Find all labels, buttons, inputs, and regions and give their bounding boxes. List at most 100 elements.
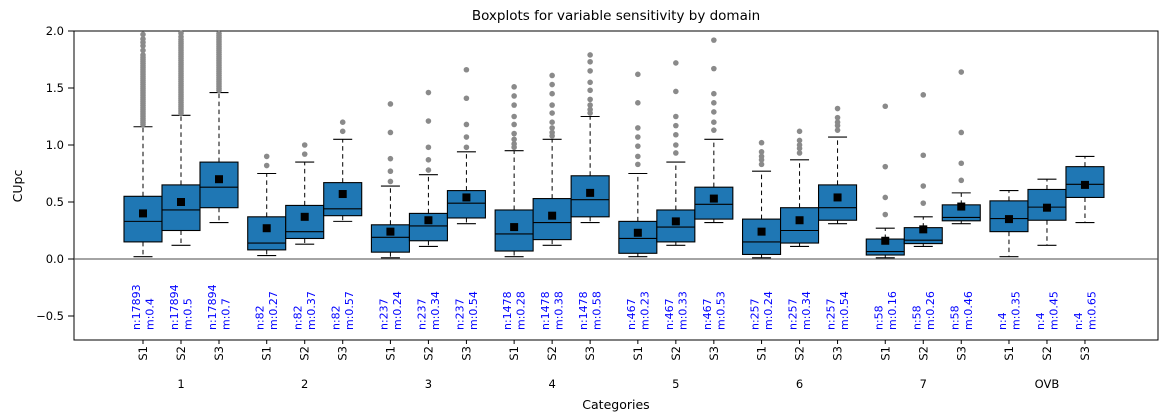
annotation-m: m:0.24	[391, 291, 404, 330]
xtick-label: S3	[583, 346, 597, 361]
outlier-dot	[549, 72, 555, 79]
xtick-label: S2	[669, 346, 683, 361]
annotation-m: m:0.28	[515, 291, 528, 330]
outlier-dot	[587, 52, 593, 58]
xtick-label: S2	[421, 346, 435, 361]
outlier-dot	[587, 79, 593, 86]
outlier-dot	[463, 66, 470, 73]
annotation-m: m:0.4	[144, 298, 157, 330]
outlier-dot	[587, 87, 593, 94]
annotation-n: n:58	[910, 305, 923, 330]
xtick-label: S3	[336, 346, 350, 361]
outlier-dot	[796, 150, 803, 156]
box-7-S1: S1 n:58 m:0.16	[865, 103, 905, 361]
box-2-S2: S2 n:82 m:0.37	[285, 142, 325, 361]
mean-marker	[957, 202, 966, 211]
annotation-n: n:467	[701, 298, 714, 330]
outlier-dot	[511, 121, 517, 128]
annotation-n: n:257	[787, 298, 800, 330]
group-label: OVB	[1035, 377, 1060, 391]
outlier-dot	[549, 81, 555, 88]
annotation-m: m:0.5	[182, 298, 195, 330]
outlier-dot	[549, 90, 555, 97]
outlier-dot	[635, 100, 641, 106]
mean-marker	[338, 190, 347, 199]
box-2-S1: S1 n:82 m:0.27	[247, 153, 287, 361]
outlier-dot	[387, 168, 394, 175]
annotation-n: n:82	[254, 305, 267, 330]
outlier-dot	[673, 122, 679, 129]
ytick-label: 1.0	[46, 138, 64, 152]
outlier-dot	[587, 106, 593, 113]
outlier-dot	[673, 142, 679, 148]
annotation-n: n:1478	[539, 291, 552, 330]
xtick-label: S3	[831, 346, 845, 361]
outlier-dot	[587, 68, 593, 74]
annotation-n: n:82	[292, 305, 305, 330]
outlier-dot	[549, 129, 555, 136]
annotation-m: m:0.24	[762, 291, 775, 330]
outlier-dot	[140, 47, 146, 54]
ytick-label: 1.5	[46, 81, 64, 95]
group-label: 6	[796, 377, 803, 391]
mean-marker	[139, 209, 147, 218]
mean-marker	[833, 193, 842, 202]
outlier-dot	[463, 121, 470, 128]
outlier-dot	[425, 118, 432, 124]
xtick-label: S1	[1002, 346, 1016, 361]
mean-marker	[548, 211, 557, 220]
outlier-dot	[511, 141, 517, 147]
outlier-dot	[463, 144, 470, 151]
mean-marker	[881, 236, 890, 245]
xtick-label: S3	[459, 346, 473, 361]
outlier-dot	[673, 150, 679, 156]
annotation-m: m:0.54	[838, 291, 851, 330]
outlier-dot	[511, 113, 517, 120]
outlier-dot	[673, 113, 679, 120]
annotation-m: m:0.35	[1009, 291, 1022, 330]
outlier-dot	[587, 102, 593, 108]
mean-marker	[462, 193, 471, 202]
outlier-dot	[425, 144, 432, 151]
annotation-m: m:0.34	[429, 291, 442, 330]
outlier-dot	[673, 88, 679, 95]
box-3-S3: S3 n:237 m:0.54	[446, 66, 486, 361]
outlier-dot	[587, 96, 593, 103]
outlier-dot	[834, 114, 841, 121]
mean-marker	[215, 175, 223, 184]
ytick-label: 2.0	[46, 24, 64, 38]
outlier-dot	[711, 90, 717, 97]
outlier-dot	[711, 65, 717, 72]
mean-marker	[1004, 215, 1013, 224]
outlier-dot	[549, 119, 555, 125]
outlier-dot	[711, 100, 717, 106]
outlier-dot	[301, 142, 308, 148]
xtick-label: S1	[383, 346, 397, 361]
outlier-dot	[140, 31, 146, 38]
annotation-n: n:467	[663, 298, 676, 330]
xtick-label: S2	[1040, 346, 1054, 361]
outlier-dot	[339, 119, 346, 125]
mean-marker	[757, 227, 766, 236]
outlier-dot	[920, 183, 927, 189]
xtick-label: S1	[136, 346, 150, 361]
outlier-dot	[882, 211, 889, 218]
outlier-dot	[920, 200, 927, 206]
box-OVB-S2: S2 n:4 m:0.45	[1027, 178, 1067, 361]
outlier-dot	[711, 109, 717, 115]
mean-marker	[919, 225, 928, 234]
outlier-dot	[834, 119, 841, 125]
outlier-dot	[711, 127, 717, 133]
box-1-S2: S2 n:17894 m:0.5	[161, 30, 201, 361]
outlier-dot	[425, 167, 432, 173]
group-label: 3	[425, 377, 432, 391]
outlier-dot	[511, 84, 517, 90]
outlier-dot	[673, 60, 679, 66]
box-rect	[123, 195, 163, 243]
annotation-m: m:0.27	[267, 291, 280, 330]
outlier-dot	[425, 157, 432, 163]
mean-marker	[262, 224, 271, 233]
outlier-dot	[549, 125, 555, 131]
xtick-label: S2	[793, 346, 807, 361]
